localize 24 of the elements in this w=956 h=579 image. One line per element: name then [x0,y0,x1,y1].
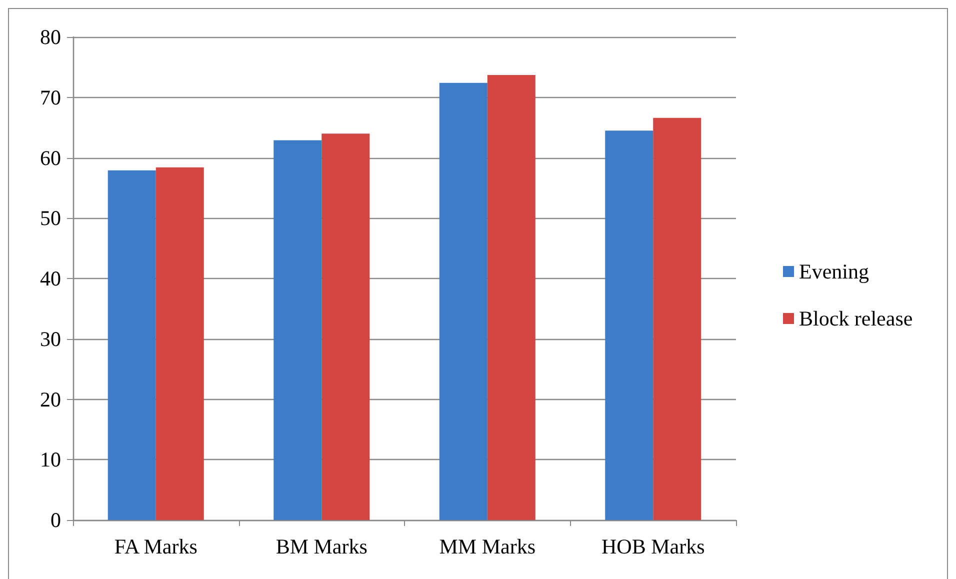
y-tick-label: 30 [40,326,61,351]
y-tick-label: 80 [40,25,61,49]
chart-frame: 0 10 20 30 40 50 60 70 80 FA Marks BM Marks MM Marks HOB Marks Evening Block release [8,8,948,579]
bar [439,82,488,520]
y-tick-label: 60 [40,146,61,170]
y-tick-label: 50 [40,206,61,230]
bar [605,130,654,520]
y-tick-label: 70 [40,85,61,110]
bar [653,118,702,520]
y-tick-label: 20 [40,387,61,412]
y-tick-label: 40 [40,266,61,290]
x-tick-label: HOB Marks [602,534,705,558]
x-tick-label: BM Marks [276,534,368,558]
x-tick-label: MM Marks [439,534,536,558]
y-tick-label: 10 [40,448,61,472]
legend-label: Block release [799,306,913,330]
bar [108,170,156,520]
bar [274,140,322,520]
legend-label: Evening [799,260,870,284]
y-tick-label: 0 [50,508,61,532]
bar [322,134,370,520]
x-tick-label: FA Marks [114,534,198,558]
bar [487,75,536,520]
bar [156,167,204,520]
